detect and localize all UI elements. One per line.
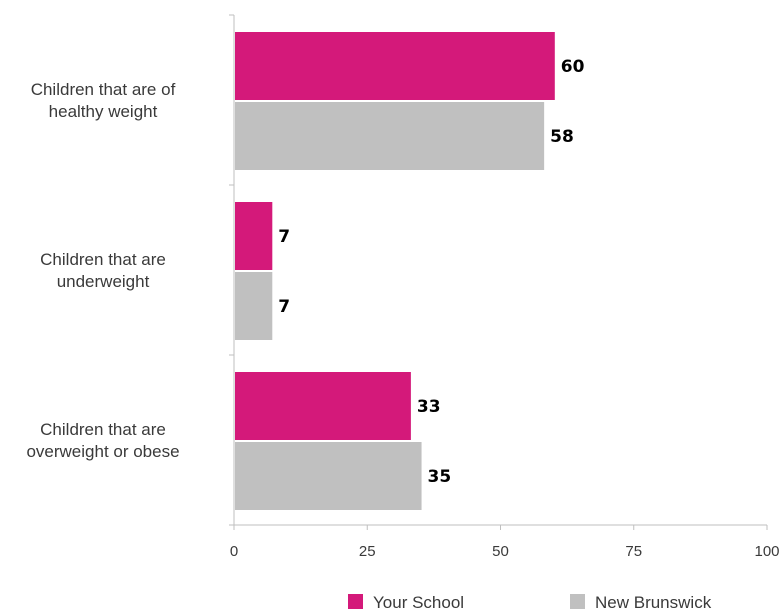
legend-swatch [348, 594, 363, 609]
bar-value-label: 58 [550, 127, 574, 147]
bar [235, 32, 555, 100]
x-tick-label: 100 [754, 543, 779, 560]
category-label-line: underweight [57, 272, 150, 291]
category-label: Children that are of healthy weight [31, 80, 176, 121]
category-label-line: overweight or obese [26, 442, 179, 461]
bar-value-label: 33 [417, 397, 441, 417]
x-tick-label: 25 [359, 543, 376, 560]
category-labels: Children that are of healthy weightChildr… [26, 80, 179, 461]
bar-value-label: 7 [278, 297, 290, 317]
category-label: Children that are underweight [40, 250, 166, 291]
legend-swatch [570, 594, 585, 609]
bar [235, 202, 273, 270]
bar-value-labels: 60 58 7 7 33 35 [278, 57, 584, 487]
category-label: Children that are overweight or obese [26, 420, 179, 461]
category-label-line: Children that are of [31, 80, 176, 99]
x-tick-label: 50 [492, 543, 509, 560]
legend-label: Your School [373, 593, 464, 612]
chart-bars [235, 32, 555, 510]
chart-legend: Your School New Brunswick [348, 593, 712, 612]
bar-value-label: 35 [428, 467, 452, 487]
category-label-line: Children that are [40, 250, 166, 269]
category-label-line: healthy weight [49, 102, 158, 121]
bar-value-label: 60 [561, 57, 585, 77]
bar [235, 102, 545, 170]
category-label-line: Children that are [40, 420, 166, 439]
legend-label: New Brunswick [595, 593, 712, 612]
bar-value-label: 7 [278, 227, 290, 247]
x-tick-label: 75 [625, 543, 642, 560]
bar [235, 272, 273, 340]
x-tick-label: 0 [230, 543, 238, 560]
x-axis-ticks: 0 25 50 75 100 [230, 525, 780, 560]
bar [235, 372, 411, 440]
bar [235, 442, 422, 510]
